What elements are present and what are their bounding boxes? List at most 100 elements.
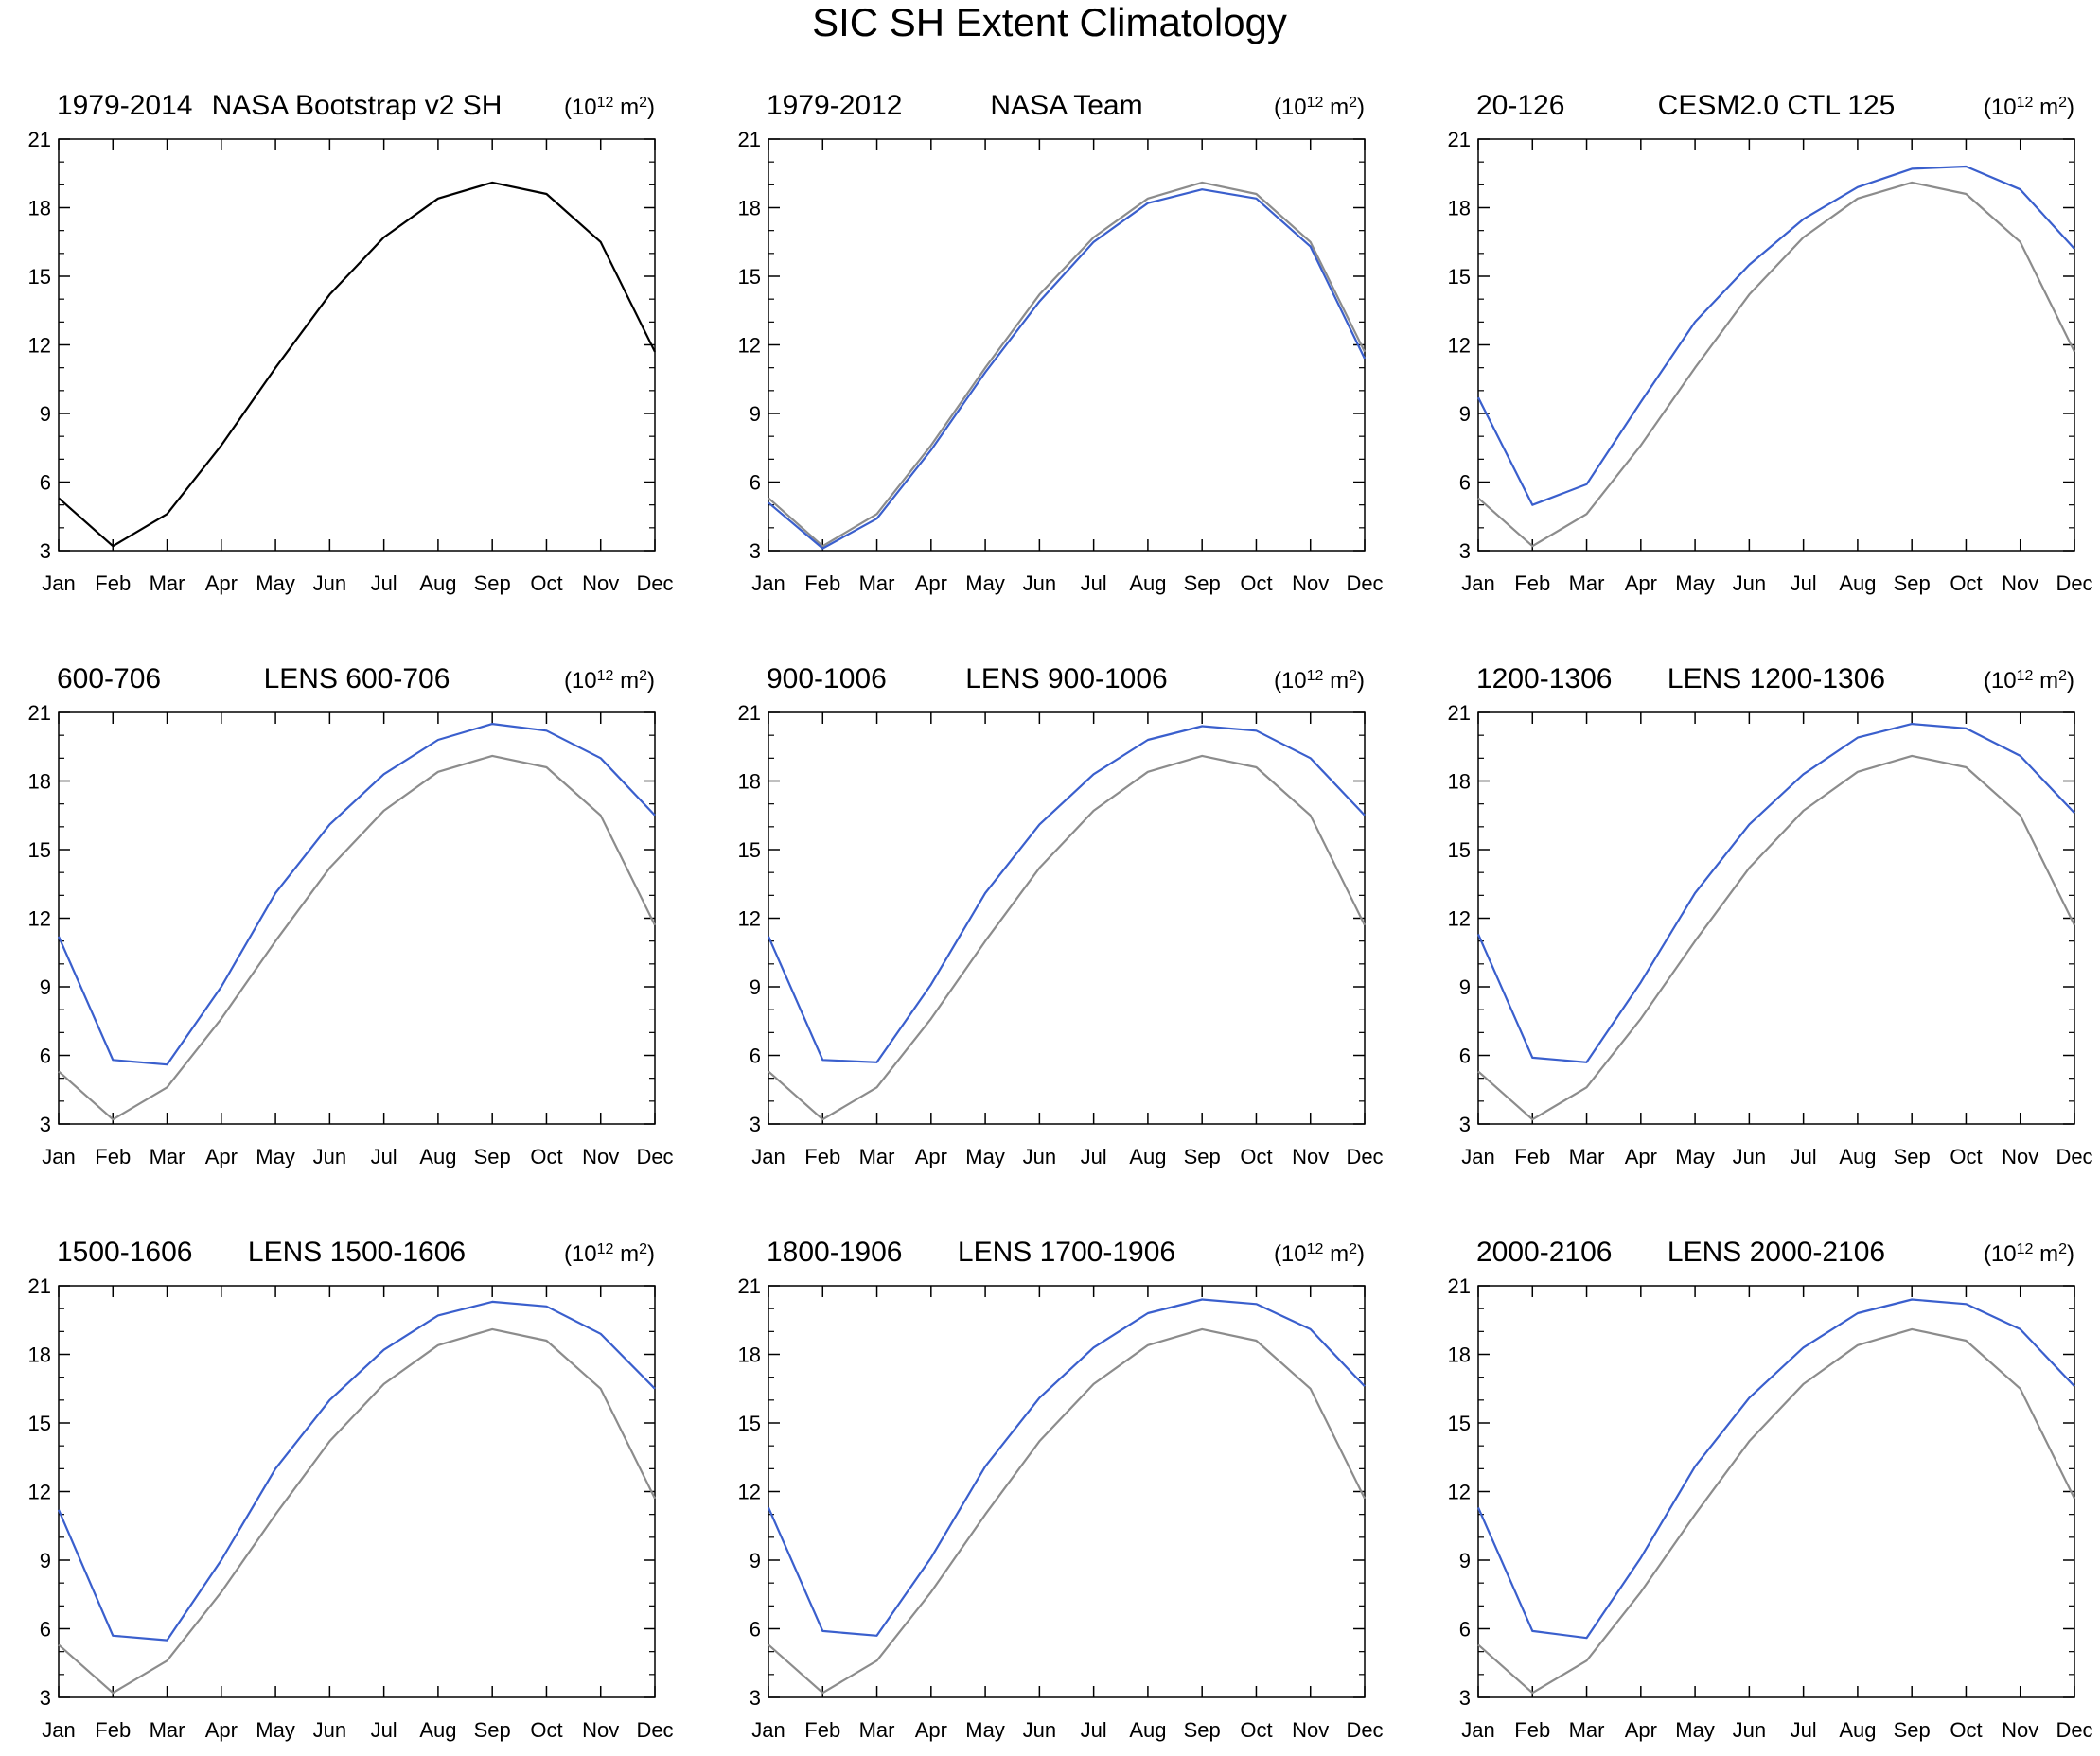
x-tick-label: Apr — [205, 571, 238, 595]
panel-units-label: (1012 m2) — [564, 1241, 655, 1268]
x-tick-label: Dec — [636, 1718, 673, 1742]
y-tick-label: 21 — [738, 1274, 761, 1298]
x-tick-label: Jul — [371, 571, 397, 595]
panel-1: 3 6 9 12 15 18 21 Jan Feb Mar Apr May Jun Jul Aug Sep Oc… — [28, 90, 674, 595]
panel-left-label: 2000-2106 — [1476, 1237, 1612, 1268]
x-tick-label: May — [1675, 571, 1715, 595]
x-tick-label: Jun — [1733, 1145, 1766, 1168]
x-tick-label: Oct — [530, 571, 562, 595]
y-tick-label: 9 — [750, 1549, 761, 1572]
x-tick-label: May — [965, 1718, 1005, 1742]
x-tick-label: Mar — [859, 1718, 895, 1742]
x-tick-label: Jul — [1791, 1145, 1817, 1168]
series-line-model — [57, 1300, 656, 1642]
x-tick-label: Dec — [2056, 1718, 2092, 1742]
panel-4: 3 6 9 12 15 18 21 Jan Feb Mar Apr May Jun Jul Aug Sep Oc… — [28, 663, 674, 1168]
y-tick-label: 12 — [1448, 1481, 1471, 1504]
x-tick-label: Jan — [751, 1145, 785, 1168]
x-tick-label: Jun — [1023, 1718, 1056, 1742]
y-tick-label: 9 — [40, 1549, 51, 1572]
y-tick-label: 15 — [738, 838, 761, 862]
x-tick-label: Mar — [150, 571, 185, 595]
panel-center-label: LENS 900-1006 — [965, 663, 1168, 694]
x-tick-label: Jun — [313, 571, 346, 595]
x-tick-label: Dec — [1346, 1718, 1383, 1742]
panel-9: 3 6 9 12 15 18 21 Jan Feb Mar Apr May Jun Jul Aug Sep Oc… — [1448, 1237, 2093, 1742]
y-tick-label: 6 — [750, 471, 761, 495]
y-tick-label: 12 — [738, 334, 761, 358]
x-tick-label: Oct — [1240, 571, 1272, 595]
y-tick-label: 3 — [750, 1686, 761, 1710]
x-tick-label: Sep — [1894, 1718, 1931, 1742]
series-line-model — [768, 188, 1366, 550]
x-tick-label: Aug — [1129, 571, 1166, 595]
x-tick-label: Oct — [1950, 1718, 1982, 1742]
y-tick-label: 3 — [40, 539, 51, 563]
x-tick-label: Feb — [804, 1145, 840, 1168]
y-tick-label: 6 — [40, 1618, 51, 1642]
x-tick-label: Mar — [859, 571, 895, 595]
panel-left-label: 1979-2012 — [767, 90, 902, 121]
y-tick-label: 9 — [40, 402, 51, 426]
y-tick-label: 21 — [28, 701, 51, 725]
y-tick-label: 15 — [28, 838, 51, 862]
x-tick-label: May — [256, 1145, 295, 1168]
x-tick-label: Mar — [150, 1145, 185, 1168]
plot-frame — [768, 138, 1366, 552]
x-tick-label: Aug — [1129, 1145, 1166, 1168]
y-tick-label: 15 — [28, 1412, 51, 1435]
y-tick-label: 21 — [28, 128, 51, 151]
panel-left-label: 20-126 — [1476, 90, 1564, 121]
y-tick-label: 21 — [1448, 701, 1471, 725]
x-tick-label: Oct — [530, 1145, 562, 1168]
y-tick-label: 12 — [1448, 334, 1471, 358]
x-tick-label: Sep — [1894, 571, 1931, 595]
panel-units-label: (1012 m2) — [1274, 1241, 1365, 1268]
plot-frame — [1477, 711, 2075, 1125]
x-tick-label: Mar — [1569, 1718, 1605, 1742]
y-tick-label: 18 — [28, 770, 51, 794]
x-tick-label: Apr — [915, 1145, 947, 1168]
y-tick-label: 3 — [1459, 1113, 1471, 1136]
panel-units-label: (1012 m2) — [1984, 1241, 2074, 1268]
panel-2: 3 6 9 12 15 18 21 Jan Feb Mar Apr May Jun Jul Aug Sep Oc… — [738, 90, 1384, 595]
panel-units-label: (1012 m2) — [1274, 95, 1365, 121]
x-tick-label: Jan — [42, 1718, 75, 1742]
x-tick-label: Jul — [371, 1145, 397, 1168]
y-tick-label: 18 — [1448, 197, 1471, 220]
x-tick-label: May — [256, 1718, 295, 1742]
series-line-reference — [1477, 181, 2075, 548]
x-tick-label: Jul — [1081, 571, 1107, 595]
y-tick-label: 3 — [40, 1686, 51, 1710]
series-line-model — [767, 1298, 1366, 1637]
x-tick-label: Sep — [1184, 571, 1221, 595]
x-tick-label: Jun — [1023, 1145, 1056, 1168]
x-tick-label: Feb — [1514, 1145, 1550, 1168]
plot-frame — [768, 1285, 1366, 1698]
x-tick-label: Apr — [915, 1718, 947, 1742]
plot-frame — [58, 1285, 656, 1698]
x-tick-label: Apr — [1625, 1145, 1657, 1168]
x-tick-label: Feb — [804, 571, 840, 595]
x-tick-label: Dec — [1346, 571, 1383, 595]
series-line-reference — [1477, 754, 2075, 1121]
y-tick-label: 3 — [750, 1113, 761, 1136]
x-tick-label: Nov — [2002, 571, 2038, 595]
y-tick-label: 12 — [1448, 907, 1471, 931]
x-tick-label: Jan — [1461, 1718, 1494, 1742]
y-tick-label: 15 — [1448, 1412, 1471, 1435]
x-tick-label: Feb — [95, 571, 131, 595]
x-tick-label: May — [1675, 1145, 1715, 1168]
x-tick-label: Sep — [1184, 1718, 1221, 1742]
x-tick-label: Jan — [1461, 1145, 1494, 1168]
panel-center-label: LENS 1200-1306 — [1668, 663, 1885, 694]
figure-title: SIC SH Extent Climatology — [812, 0, 1287, 44]
panel-grid: 3 6 9 12 15 18 21 Jan Feb Mar Apr May Jun Jul Aug Sep Oc… — [28, 90, 2093, 1742]
x-tick-label: Apr — [205, 1145, 238, 1168]
series-line-model — [767, 725, 1366, 1063]
y-tick-label: 6 — [750, 1045, 761, 1068]
panel-center-label: LENS 2000-2106 — [1668, 1237, 1885, 1268]
y-tick-label: 3 — [750, 539, 761, 563]
x-tick-label: Mar — [150, 1718, 185, 1742]
y-tick-label: 6 — [1459, 1045, 1471, 1068]
